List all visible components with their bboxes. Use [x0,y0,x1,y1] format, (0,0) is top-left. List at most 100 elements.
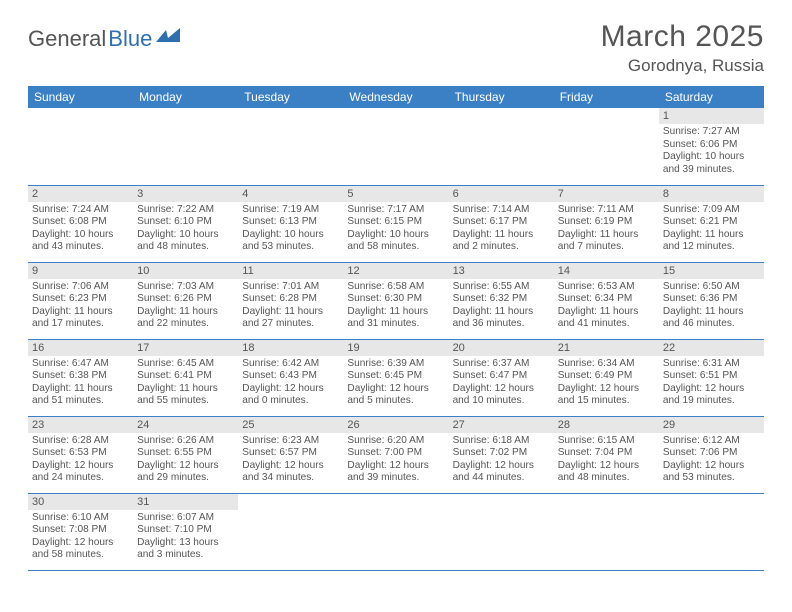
daylight-line-2: and 10 minutes. [453,395,550,408]
calendar-day-cell [554,108,659,185]
sunrise-line: Sunrise: 6:45 AM [137,358,234,371]
day-number: 30 [28,494,133,510]
daylight-line-2: and 53 minutes. [242,241,339,254]
sunrise-line: Sunrise: 6:58 AM [347,281,444,294]
daylight-line-1: Daylight: 13 hours [137,537,234,550]
calendar-day-cell [28,108,133,185]
calendar-day-cell: 10Sunrise: 7:03 AMSunset: 6:26 PMDayligh… [133,262,238,339]
day-details: Sunrise: 6:28 AMSunset: 6:53 PMDaylight:… [28,433,133,487]
calendar-day-cell [238,493,343,570]
daylight-line-1: Daylight: 11 hours [558,229,655,242]
day-details: Sunrise: 6:58 AMSunset: 6:30 PMDaylight:… [343,279,448,333]
day-number: 10 [133,263,238,279]
page-header: General Blue March 2025 Gorodnya, Russia [28,20,764,76]
weekday-header: Tuesday [238,86,343,108]
sunrise-line: Sunrise: 7:11 AM [558,204,655,217]
calendar-day-cell: 24Sunrise: 6:26 AMSunset: 6:55 PMDayligh… [133,416,238,493]
daylight-line-1: Daylight: 11 hours [453,229,550,242]
sunrise-line: Sunrise: 6:28 AM [32,435,129,448]
day-number: 9 [28,263,133,279]
day-number: 16 [28,340,133,356]
daylight-line-1: Daylight: 11 hours [663,306,760,319]
calendar-day-cell: 9Sunrise: 7:06 AMSunset: 6:23 PMDaylight… [28,262,133,339]
day-number: 27 [449,417,554,433]
daylight-line-1: Daylight: 11 hours [137,306,234,319]
day-details: Sunrise: 7:11 AMSunset: 6:19 PMDaylight:… [554,202,659,256]
sunset-line: Sunset: 6:49 PM [558,370,655,383]
sunset-line: Sunset: 7:06 PM [663,447,760,460]
sunset-line: Sunset: 6:23 PM [32,293,129,306]
day-details: Sunrise: 6:53 AMSunset: 6:34 PMDaylight:… [554,279,659,333]
sunset-line: Sunset: 6:36 PM [663,293,760,306]
day-number: 13 [449,263,554,279]
daylight-line-2: and 3 minutes. [137,549,234,562]
day-number: 23 [28,417,133,433]
weekday-header: Saturday [659,86,764,108]
daylight-line-1: Daylight: 12 hours [32,537,129,550]
calendar-day-cell: 15Sunrise: 6:50 AMSunset: 6:36 PMDayligh… [659,262,764,339]
calendar-day-cell: 11Sunrise: 7:01 AMSunset: 6:28 PMDayligh… [238,262,343,339]
day-details: Sunrise: 7:01 AMSunset: 6:28 PMDaylight:… [238,279,343,333]
day-number: 24 [133,417,238,433]
calendar-day-cell: 31Sunrise: 6:07 AMSunset: 7:10 PMDayligh… [133,493,238,570]
day-number: 29 [659,417,764,433]
calendar-day-cell [449,493,554,570]
daylight-line-2: and 2 minutes. [453,241,550,254]
daylight-line-1: Daylight: 11 hours [32,383,129,396]
sunset-line: Sunset: 6:55 PM [137,447,234,460]
calendar-day-cell: 13Sunrise: 6:55 AMSunset: 6:32 PMDayligh… [449,262,554,339]
sunrise-line: Sunrise: 7:09 AM [663,204,760,217]
day-details: Sunrise: 7:06 AMSunset: 6:23 PMDaylight:… [28,279,133,333]
sunrise-line: Sunrise: 6:18 AM [453,435,550,448]
day-details: Sunrise: 6:45 AMSunset: 6:41 PMDaylight:… [133,356,238,410]
daylight-line-2: and 15 minutes. [558,395,655,408]
daylight-line-2: and 43 minutes. [32,241,129,254]
daylight-line-1: Daylight: 11 hours [453,306,550,319]
daylight-line-1: Daylight: 11 hours [558,306,655,319]
logo: General Blue [28,26,182,52]
calendar-day-cell: 16Sunrise: 6:47 AMSunset: 6:38 PMDayligh… [28,339,133,416]
calendar-day-cell: 30 Sunrise: 6:10 AMSunset: 7:08 PMDayligh… [28,493,133,570]
sunset-line: Sunset: 6:15 PM [347,216,444,229]
daylight-line-2: and 22 minutes. [137,318,234,331]
sunrise-line: Sunrise: 6:47 AM [32,358,129,371]
sunrise-line: Sunrise: 6:23 AM [242,435,339,448]
calendar-day-cell: 3Sunrise: 7:22 AMSunset: 6:10 PMDaylight… [133,185,238,262]
weekday-header: Sunday [28,86,133,108]
daylight-line-1: Daylight: 12 hours [453,383,550,396]
day-details: Sunrise: 7:22 AMSunset: 6:10 PMDaylight:… [133,202,238,256]
calendar-day-cell [554,493,659,570]
sunrise-line: Sunrise: 6:37 AM [453,358,550,371]
sunrise-line: Sunrise: 6:07 AM [137,512,234,525]
calendar-day-cell: 17Sunrise: 6:45 AMSunset: 6:41 PMDayligh… [133,339,238,416]
day-number: 3 [133,186,238,202]
calendar-day-cell: 29Sunrise: 6:12 AMSunset: 7:06 PMDayligh… [659,416,764,493]
sunrise-line: Sunrise: 7:06 AM [32,281,129,294]
calendar-day-cell: 18Sunrise: 6:42 AMSunset: 6:43 PMDayligh… [238,339,343,416]
calendar-day-cell [133,108,238,185]
calendar-day-cell: 8Sunrise: 7:09 AMSunset: 6:21 PMDaylight… [659,185,764,262]
logo-text-1: General [28,26,106,52]
daylight-line-2: and 41 minutes. [558,318,655,331]
calendar-day-cell: 1Sunrise: 7:27 AMSunset: 6:06 PMDaylight… [659,108,764,185]
day-number: 18 [238,340,343,356]
daylight-line-2: and 48 minutes. [558,472,655,485]
calendar-day-cell: 6Sunrise: 7:14 AMSunset: 6:17 PMDaylight… [449,185,554,262]
daylight-line-1: Daylight: 10 hours [32,229,129,242]
sunset-line: Sunset: 7:08 PM [32,524,129,537]
day-details: Sunrise: 6:47 AMSunset: 6:38 PMDaylight:… [28,356,133,410]
sunrise-line: Sunrise: 6:42 AM [242,358,339,371]
daylight-line-2: and 55 minutes. [137,395,234,408]
sunrise-line: Sunrise: 6:10 AM [32,512,129,525]
day-details: Sunrise: 6:55 AMSunset: 6:32 PMDaylight:… [449,279,554,333]
sunset-line: Sunset: 6:57 PM [242,447,339,460]
calendar-day-cell: 26Sunrise: 6:20 AMSunset: 7:00 PMDayligh… [343,416,448,493]
day-details: Sunrise: 7:14 AMSunset: 6:17 PMDaylight:… [449,202,554,256]
day-details: Sunrise: 6:37 AMSunset: 6:47 PMDaylight:… [449,356,554,410]
day-details: Sunrise: 7:03 AMSunset: 6:26 PMDaylight:… [133,279,238,333]
day-details: Sunrise: 6:39 AMSunset: 6:45 PMDaylight:… [343,356,448,410]
calendar-day-cell: 27Sunrise: 6:18 AMSunset: 7:02 PMDayligh… [449,416,554,493]
calendar-week-row: 23Sunrise: 6:28 AMSunset: 6:53 PMDayligh… [28,416,764,493]
calendar-day-cell [343,108,448,185]
sunrise-line: Sunrise: 6:55 AM [453,281,550,294]
